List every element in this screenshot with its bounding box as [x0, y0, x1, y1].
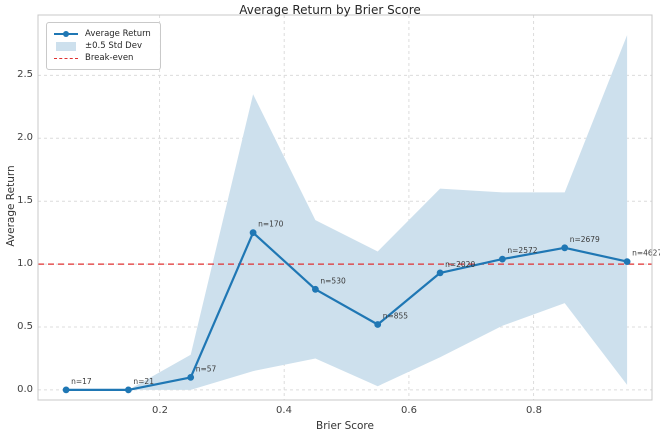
y-tick-label: 2.5 — [17, 69, 33, 80]
legend-label: ±0.5 Std Dev — [85, 41, 142, 51]
plot-border — [37, 14, 653, 401]
legend-label: Average Return — [85, 29, 151, 39]
legend: Average Return ±0.5 Std Dev Break-even — [46, 22, 161, 70]
legend-item-break-even: Break-even — [54, 52, 151, 64]
dashed-line-swatch-icon — [54, 57, 78, 59]
y-tick-label: 1.5 — [17, 195, 33, 206]
average-return-line — [66, 231, 628, 391]
point-annotation: n=21 — [133, 377, 154, 386]
legend-item-average-return: Average Return — [54, 28, 151, 40]
legend-label: Break-even — [85, 53, 134, 63]
y-axis-label: Average Return — [5, 165, 17, 247]
x-axis-label: Brier Score — [316, 420, 374, 432]
point-annotation: n=4627 — [632, 249, 660, 258]
x-tick-label: 0.8 — [526, 405, 542, 416]
band-swatch-icon — [54, 41, 78, 51]
point-annotation: n=530 — [320, 276, 346, 285]
y-tick-label: 0.0 — [17, 384, 33, 395]
data-point-marker[interactable] — [62, 386, 70, 394]
point-annotation: n=855 — [383, 312, 409, 321]
point-annotation: n=170 — [258, 220, 284, 229]
y-tick-label: 2.0 — [17, 132, 33, 143]
line-marker-swatch-icon — [54, 31, 78, 37]
x-tick-label: 0.2 — [152, 405, 168, 416]
x-tick-label: 0.4 — [276, 405, 292, 416]
chart-title: Average Return by Brier Score — [239, 3, 421, 17]
data-point-marker[interactable] — [499, 255, 506, 263]
y-tick-label: 0.5 — [17, 321, 33, 332]
data-point-marker[interactable] — [561, 244, 569, 252]
data-point-marker[interactable] — [249, 229, 257, 237]
data-point-marker[interactable] — [312, 285, 319, 293]
std-dev-band — [66, 35, 628, 390]
point-annotation: n=2679 — [570, 235, 600, 244]
data-point-marker[interactable] — [623, 258, 631, 265]
data-point-marker[interactable] — [187, 374, 195, 381]
point-annotation: n=2572 — [507, 246, 537, 255]
x-tick-label: 0.6 — [401, 405, 417, 416]
y-tick-label: 1.0 — [17, 258, 33, 269]
point-annotation: n=2020 — [445, 260, 475, 269]
point-annotation: n=17 — [71, 377, 92, 386]
data-point-marker[interactable] — [124, 386, 132, 394]
data-point-marker[interactable] — [374, 321, 382, 328]
point-annotation: n=57 — [196, 364, 217, 373]
legend-item-std-dev: ±0.5 Std Dev — [54, 40, 151, 52]
data-point-marker[interactable] — [436, 269, 444, 277]
